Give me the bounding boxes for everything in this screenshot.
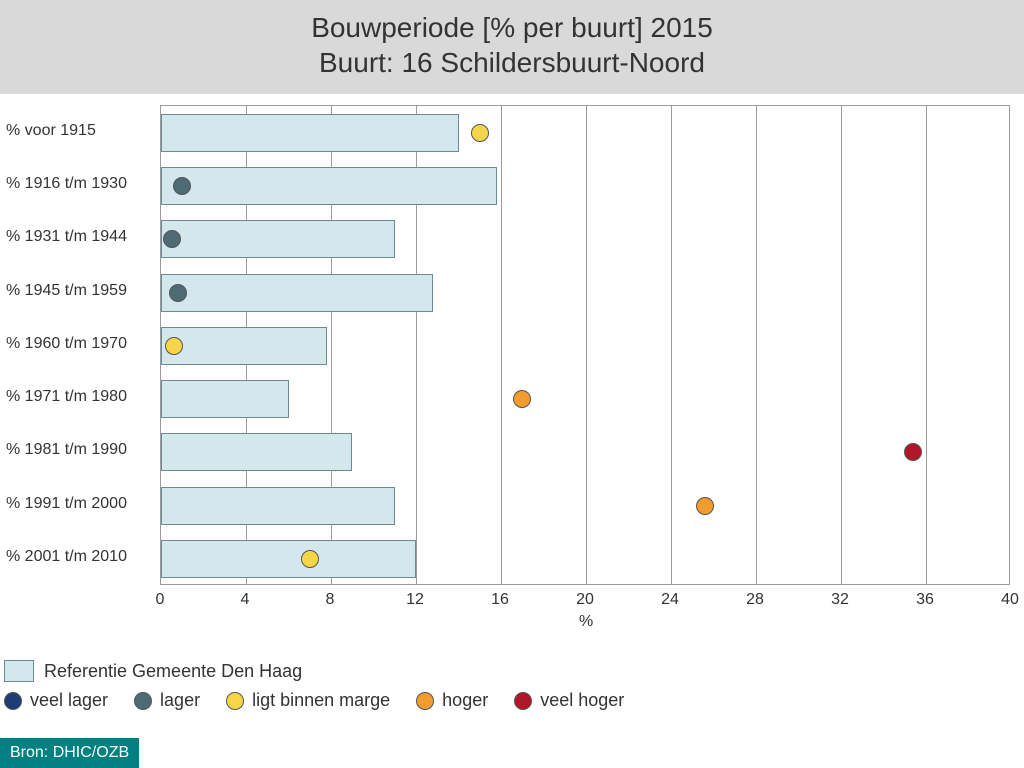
reference-bar (161, 220, 395, 258)
x-tick-label: 12 (406, 591, 424, 609)
category-label: % 1971 t/m 1980 (6, 388, 127, 406)
x-tick-label: 4 (241, 591, 250, 609)
x-tick-label: 32 (831, 591, 849, 609)
category-label: % voor 1915 (6, 122, 96, 140)
legend-item: lager (134, 690, 200, 711)
legend-item-label: ligt binnen marge (252, 690, 390, 711)
reference-bar (161, 433, 352, 471)
reference-bar (161, 167, 497, 205)
legend-item-label: lager (160, 690, 200, 711)
x-tick-label: 40 (1001, 591, 1019, 609)
value-marker (165, 337, 183, 355)
legend: Referentie Gemeente Den Haag veel lager l… (4, 660, 1020, 719)
legend-swatch-reference (4, 660, 34, 682)
chart-title-line1: Bouwperiode [% per buurt] 2015 (0, 10, 1024, 45)
x-tick-label: 16 (491, 591, 509, 609)
legend-item: veel lager (4, 690, 108, 711)
legend-item-label: veel lager (30, 690, 108, 711)
gridline (841, 106, 842, 584)
x-tick-label: 24 (661, 591, 679, 609)
x-tick-label: 8 (326, 591, 335, 609)
x-tick-label: 20 (576, 591, 594, 609)
category-label: % 1960 t/m 1970 (6, 335, 127, 353)
y-axis-labels: % voor 1915 % 1916 t/m 1930 % 1931 t/m 194… (0, 95, 155, 625)
reference-bar (161, 114, 459, 152)
source-label: Bron: DHIC/OZB (10, 744, 129, 762)
chart-title-block: Bouwperiode [% per buurt] 2015 Buurt: 16… (0, 0, 1024, 94)
legend-label-reference: Referentie Gemeente Den Haag (44, 661, 302, 682)
value-marker (301, 550, 319, 568)
gridline (671, 106, 672, 584)
legend-swatch-circle (416, 692, 434, 710)
legend-row-reference: Referentie Gemeente Den Haag (4, 660, 1020, 682)
category-label: % 1916 t/m 1930 (6, 175, 127, 193)
value-marker (471, 124, 489, 142)
legend-item-label: veel hoger (540, 690, 624, 711)
gridline (926, 106, 927, 584)
reference-bar (161, 274, 433, 312)
x-tick-label: 36 (916, 591, 934, 609)
legend-swatch-circle (514, 692, 532, 710)
gridline (501, 106, 502, 584)
x-axis-title: % (579, 613, 593, 631)
legend-row-statuses: veel lager lager ligt binnen marge hoger vee… (4, 690, 1020, 711)
gridline (756, 106, 757, 584)
legend-item: ligt binnen marge (226, 690, 390, 711)
chart-title-line2: Buurt: 16 Schildersbuurt-Noord (0, 45, 1024, 80)
legend-swatch-circle (226, 692, 244, 710)
value-marker (173, 177, 191, 195)
chart-area: % voor 1915 % 1916 t/m 1930 % 1931 t/m 194… (0, 95, 1024, 625)
reference-bar (161, 540, 416, 578)
plot-area (160, 105, 1010, 585)
x-tick-label: 28 (746, 591, 764, 609)
source-bar: Bron: DHIC/OZB (0, 738, 139, 768)
legend-swatch-circle (4, 692, 22, 710)
reference-bar (161, 327, 327, 365)
legend-item: veel hoger (514, 690, 624, 711)
legend-item: hoger (416, 690, 488, 711)
value-marker (169, 284, 187, 302)
value-marker (696, 497, 714, 515)
legend-swatch-circle (134, 692, 152, 710)
category-label: % 1945 t/m 1959 (6, 282, 127, 300)
category-label: % 1931 t/m 1944 (6, 228, 127, 246)
category-label: % 2001 t/m 2010 (6, 548, 127, 566)
legend-item-label: hoger (442, 690, 488, 711)
x-tick-label: 0 (156, 591, 165, 609)
category-label: % 1981 t/m 1990 (6, 441, 127, 459)
gridline (586, 106, 587, 584)
reference-bar (161, 380, 289, 418)
category-label: % 1991 t/m 2000 (6, 495, 127, 513)
reference-bar (161, 487, 395, 525)
value-marker (904, 443, 922, 461)
value-marker (163, 230, 181, 248)
value-marker (513, 390, 531, 408)
